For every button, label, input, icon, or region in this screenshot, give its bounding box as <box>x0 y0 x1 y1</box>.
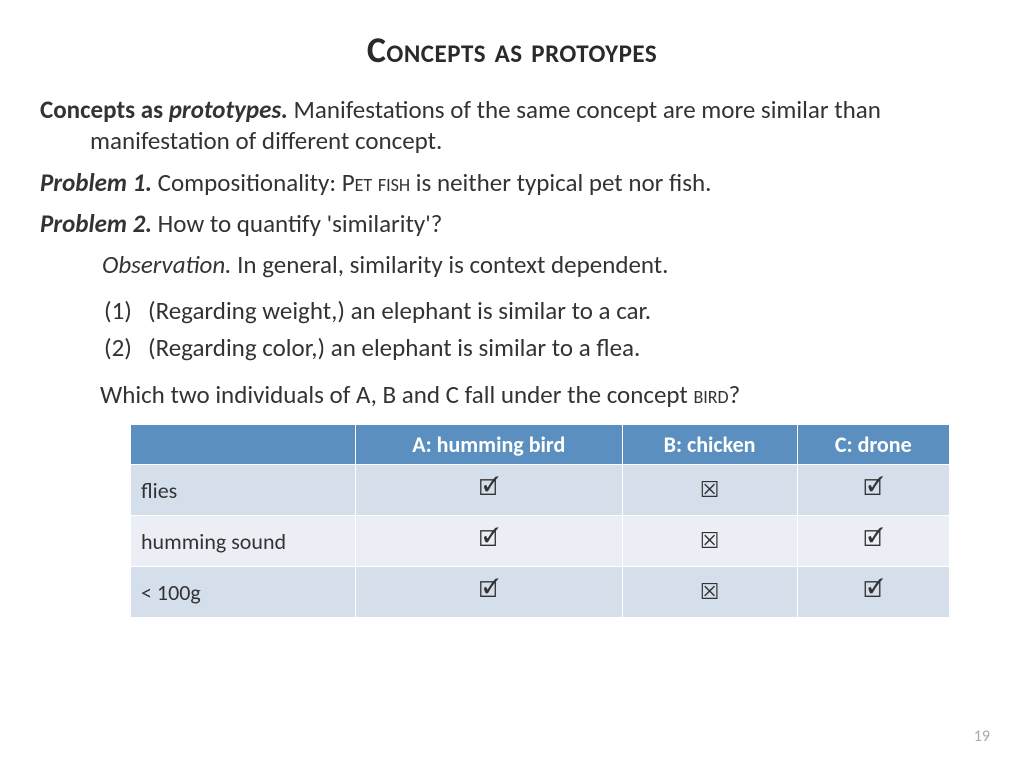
row0-label: flies <box>131 465 356 516</box>
question-text: Which two individuals of A, B and C fall… <box>100 379 984 410</box>
list-item-2: (2)(Regarding color,) an elephant is sim… <box>104 331 984 365</box>
lead-italic: prototypes. <box>169 94 288 125</box>
table-row: < 100g 🗹 ☒ 🗹 <box>131 567 950 618</box>
observation-text: In general, similarity is context depend… <box>231 249 668 280</box>
item1-num: (1) <box>104 294 148 328</box>
problem2-text: How to quantify 'similarity'? <box>152 208 442 239</box>
problem-1: Problem 1. Compositionality: Pet fish is… <box>40 167 984 198</box>
row2-b: ☒ <box>622 567 797 618</box>
table-row: humming sound 🗹 ☒ 🗹 <box>131 516 950 567</box>
row2-c: 🗹 <box>797 567 949 618</box>
lead-bold: Concepts as <box>40 94 169 125</box>
row1-c: 🗹 <box>797 516 949 567</box>
problem2-label: Problem 2. <box>40 208 152 239</box>
header-c: C: drone <box>797 425 949 465</box>
item2-text: (Regarding color,) an elephant is simila… <box>148 332 640 363</box>
table-row: flies 🗹 ☒ 🗹 <box>131 465 950 516</box>
row2-a: 🗹 <box>356 567 623 618</box>
row1-a: 🗹 <box>356 516 623 567</box>
observation: Observation. In general, similarity is c… <box>102 249 984 282</box>
row2-label: < 100g <box>131 567 356 618</box>
paragraph-definition: Concepts as prototypes. Manifestations o… <box>40 94 984 157</box>
header-b: B: chicken <box>622 425 797 465</box>
item1-text: (Regarding weight,) an elephant is simil… <box>148 295 651 326</box>
header-a: A: humming bird <box>356 425 623 465</box>
problem1-post: is neither typical pet nor fish. <box>410 167 711 198</box>
comparison-table: A: humming bird B: chicken C: drone flie… <box>130 424 950 618</box>
row0-b: ☒ <box>622 465 797 516</box>
row1-b: ☒ <box>622 516 797 567</box>
list-item-1: (1)(Regarding weight,) an elephant is si… <box>104 294 984 328</box>
table-header-row: A: humming bird B: chicken C: drone <box>131 425 950 465</box>
row1-label: humming sound <box>131 516 356 567</box>
question-sc: bird <box>693 379 728 410</box>
question-post: ? <box>729 379 741 410</box>
item2-num: (2) <box>104 331 148 365</box>
problem1-smallcaps: Pet fish <box>342 167 410 198</box>
slide-title: Concepts as protoypes <box>40 28 984 72</box>
problem-2: Problem 2. How to quantify 'similarity'? <box>40 208 984 239</box>
header-blank <box>131 425 356 465</box>
question-pre: Which two individuals of A, B and C fall… <box>100 379 693 410</box>
problem1-pre: Compositionality: <box>152 167 342 198</box>
row0-c: 🗹 <box>797 465 949 516</box>
problem1-label: Problem 1. <box>40 167 152 198</box>
page-number: 19 <box>974 727 990 746</box>
row0-a: 🗹 <box>356 465 623 516</box>
observation-label: Observation. <box>102 249 231 280</box>
